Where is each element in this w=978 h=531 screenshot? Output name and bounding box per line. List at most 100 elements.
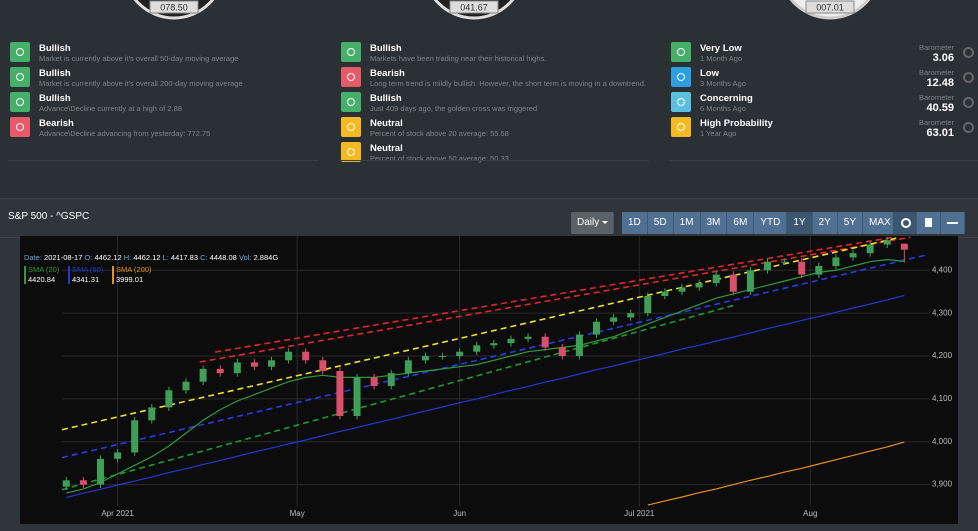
candle-body bbox=[558, 347, 566, 356]
candle-body bbox=[302, 351, 310, 361]
trend-line bbox=[199, 236, 911, 363]
candle-body bbox=[268, 360, 276, 367]
info-label: Date: bbox=[24, 253, 42, 262]
risk-subtitle: 6 Months Ago bbox=[700, 104, 746, 113]
candle-body bbox=[627, 313, 635, 318]
barometer-value: 63.01 bbox=[926, 127, 954, 139]
range-group: 1D 5D 1M 3M 6M YTD 1Y 2Y 5Y MAX bbox=[622, 212, 898, 234]
signal-text: Long term trend is mildly bullish. Howev… bbox=[370, 79, 646, 88]
candle-body bbox=[695, 283, 703, 288]
candle-body bbox=[541, 336, 549, 348]
trend-line bbox=[62, 304, 736, 491]
signal-title: Bearish bbox=[39, 118, 74, 129]
signal-row: Bullish Just 409 days ago, the golden cro… bbox=[341, 92, 646, 116]
candle-body bbox=[233, 362, 241, 374]
candle-body bbox=[729, 274, 737, 292]
signal-row: Bullish Markets have been trading near th… bbox=[341, 42, 646, 66]
info-label: Vol: bbox=[239, 253, 252, 262]
candle-body bbox=[199, 368, 207, 382]
signal-text: Market is currently above it's overall 2… bbox=[39, 79, 243, 88]
sma-line bbox=[66, 294, 905, 498]
sma-line bbox=[647, 441, 905, 506]
candle-body bbox=[832, 257, 840, 266]
candle-body bbox=[661, 291, 669, 296]
calculator-button[interactable] bbox=[917, 212, 941, 234]
signal-title: Bearish bbox=[370, 68, 405, 79]
candle-body bbox=[746, 270, 754, 292]
y-tick-label: 4,400 bbox=[932, 265, 953, 274]
candle-body bbox=[781, 261, 789, 263]
panel-title: S&P 500 - ^GSPC bbox=[8, 211, 90, 222]
x-tick-label: Jul 2021 bbox=[624, 509, 655, 518]
signal-icon bbox=[341, 142, 361, 162]
range-button[interactable]: 1M bbox=[673, 212, 701, 234]
candle-body bbox=[900, 243, 908, 250]
range-button[interactable]: 5Y bbox=[837, 212, 864, 234]
gear-icon bbox=[963, 72, 974, 83]
plot bbox=[62, 236, 926, 506]
legend-name: SMA (20) bbox=[28, 265, 60, 274]
range-button[interactable]: 6M bbox=[727, 212, 755, 234]
signal-icon bbox=[10, 67, 30, 87]
signal-row: Bearish Long term trend is mildly bullish… bbox=[341, 67, 646, 91]
gear-icon bbox=[963, 97, 974, 108]
y-tick-label: 4,300 bbox=[932, 308, 953, 317]
signal-title: Bullish bbox=[39, 43, 71, 54]
interval-dropdown[interactable]: Daily bbox=[571, 212, 615, 234]
compare-button[interactable] bbox=[941, 212, 965, 234]
candle-body bbox=[353, 377, 361, 416]
range-button[interactable]: YTD bbox=[754, 212, 788, 234]
signal-icon bbox=[341, 67, 361, 87]
signal-text: Percent of stock above 20 average: 55.58 bbox=[370, 129, 509, 138]
signal-row: Bearish Advance\Decline advancing from ye… bbox=[10, 117, 315, 141]
legend-name: SMA (200) bbox=[116, 265, 152, 274]
candle-body bbox=[216, 368, 224, 374]
barometer-value: 12.48 bbox=[926, 77, 954, 89]
barometer-value: 3.06 bbox=[932, 52, 954, 64]
range-button[interactable]: 5D bbox=[647, 212, 674, 234]
info-value: 4448.08 bbox=[210, 253, 237, 262]
candle-body bbox=[319, 360, 327, 371]
candle-body bbox=[866, 244, 874, 254]
signal-title: Bullish bbox=[370, 93, 402, 104]
gauge-box bbox=[805, 0, 855, 14]
candle-body bbox=[507, 338, 515, 344]
info-label: L: bbox=[163, 253, 169, 262]
candle-body bbox=[712, 274, 720, 284]
signal-row: Bullish Advance\Decline currently at a hi… bbox=[10, 92, 315, 116]
range-button[interactable]: 3M bbox=[700, 212, 728, 234]
risk-title: Concerning bbox=[700, 93, 753, 104]
interval-label: Daily bbox=[577, 217, 600, 228]
signal-row: Bullish Market is currently above it's ov… bbox=[10, 42, 315, 66]
caret bbox=[602, 221, 609, 227]
risk-title: Very Low bbox=[700, 43, 742, 54]
range-button[interactable]: 1Y bbox=[787, 212, 813, 234]
candle-body bbox=[114, 452, 122, 459]
info-value: 4462.12 bbox=[133, 253, 160, 262]
chart-background bbox=[20, 236, 958, 524]
candle-body bbox=[798, 261, 806, 275]
legend-value: 4341.31 bbox=[72, 275, 99, 284]
trend-line bbox=[62, 236, 901, 431]
gauge-value: 041.67 bbox=[460, 2, 488, 12]
candle-body bbox=[764, 261, 772, 271]
range-button[interactable]: 2Y bbox=[812, 212, 838, 234]
gear-icon bbox=[963, 122, 974, 133]
range-button[interactable]: 1D bbox=[622, 212, 648, 234]
info-value: 4417.83 bbox=[171, 253, 198, 262]
risk-subtitle: 1 Month Ago bbox=[700, 54, 743, 63]
candle-body bbox=[439, 356, 447, 357]
settings-button[interactable] bbox=[893, 212, 917, 234]
x-tick-label: Apr 2021 bbox=[101, 509, 134, 518]
candle-body bbox=[849, 253, 857, 258]
signal-title: Bullish bbox=[370, 43, 402, 54]
candle-body bbox=[62, 480, 70, 487]
signal-row: Neutral Percent of stock above 50 average… bbox=[341, 142, 646, 166]
risk-icon bbox=[671, 117, 691, 137]
candle-body bbox=[456, 351, 464, 356]
trend-line bbox=[214, 236, 896, 353]
x-tick-label: May bbox=[290, 509, 305, 518]
signal-title: Neutral bbox=[370, 118, 403, 129]
candle-body bbox=[815, 266, 823, 275]
